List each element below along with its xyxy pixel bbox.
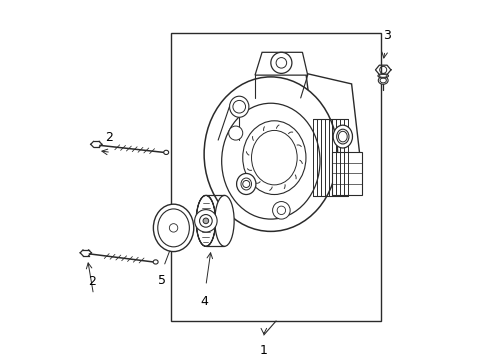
Text: 5: 5 [158,274,165,287]
Ellipse shape [377,74,387,78]
Ellipse shape [332,125,352,148]
Ellipse shape [153,204,193,252]
Text: 4: 4 [200,294,207,307]
Circle shape [194,210,217,232]
Ellipse shape [196,195,215,246]
Ellipse shape [153,260,158,264]
Ellipse shape [242,121,305,194]
Text: 2: 2 [105,131,113,144]
Circle shape [228,126,242,140]
Polygon shape [305,73,362,186]
Ellipse shape [236,174,255,194]
Bar [170,33,381,321]
Ellipse shape [229,96,248,117]
Ellipse shape [378,77,387,84]
Text: 1: 1 [259,344,267,357]
Polygon shape [255,52,307,75]
Ellipse shape [163,150,168,154]
Circle shape [272,202,289,219]
Circle shape [270,52,291,73]
Bar [332,152,362,194]
Ellipse shape [203,77,337,231]
Ellipse shape [214,195,234,246]
Text: 3: 3 [382,29,390,42]
Circle shape [203,218,208,224]
Text: 2: 2 [88,275,96,288]
